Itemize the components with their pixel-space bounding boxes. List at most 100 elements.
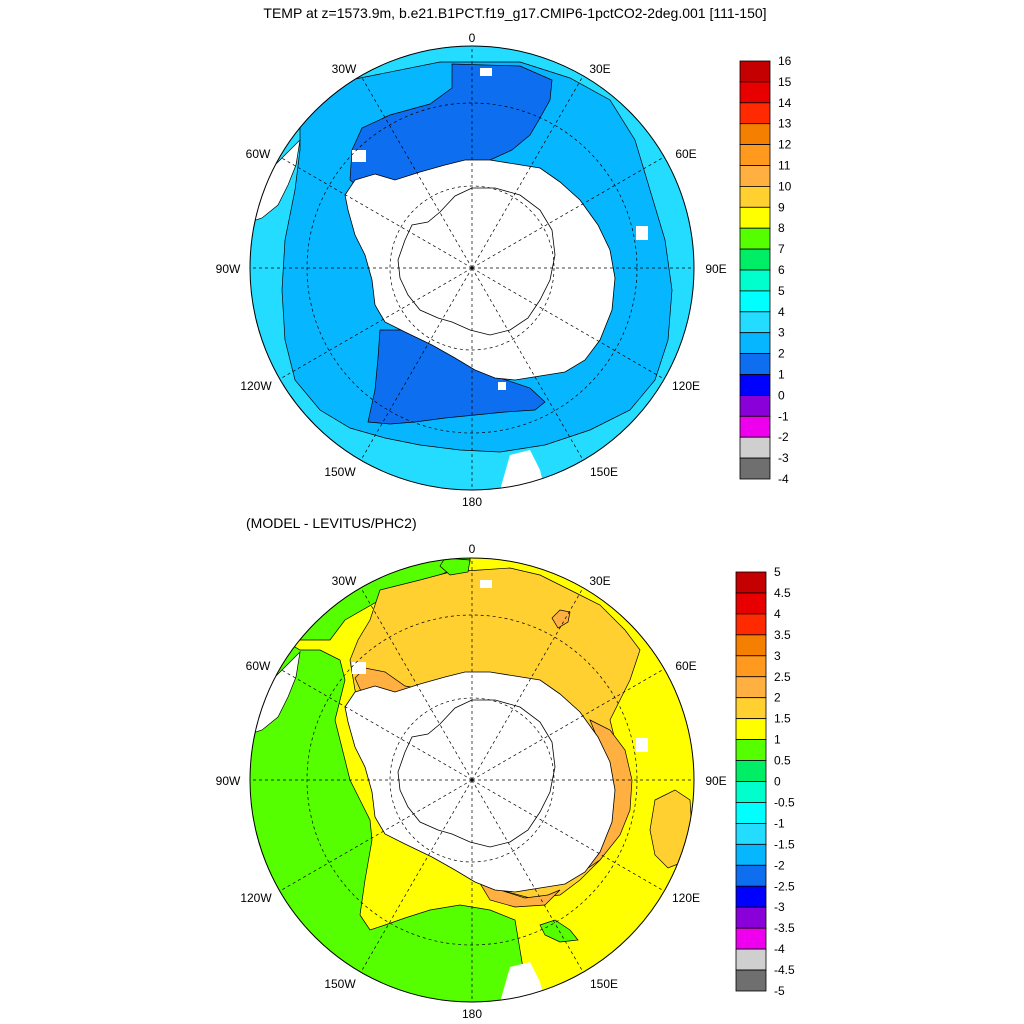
top-colorbar-swatch	[739, 227, 771, 250]
top-island-3	[636, 226, 648, 240]
bottom-coastline	[397, 699, 556, 848]
bottom-map: 0 30E 60E 90E 120E 150E 180 150W 120W 90…	[216, 542, 727, 1021]
bottom-colorbar-tick-label: -0.5	[774, 795, 795, 809]
top-colorbar-swatch	[739, 353, 771, 375]
top-lon-label-90e: 90E	[705, 262, 726, 276]
bottom-lon-label-60w: 60W	[246, 659, 271, 673]
bottom-lon-label-180: 180	[462, 1007, 482, 1021]
top-pacific-land	[500, 450, 545, 490]
top-colorbar-tick-label: 8	[778, 221, 785, 235]
top-map: 0 30E 60E 90E 120E 150E 180 150W 120W 90…	[216, 31, 727, 509]
top-colorbar-tick-label: 1	[778, 368, 785, 382]
top-colorbar-tick-label: -4	[778, 472, 789, 486]
top-lon-label-120e: 120E	[672, 379, 700, 393]
bottom-colorbar-tick-label: -4.5	[774, 963, 795, 977]
bottom-lon-label-120w: 120W	[240, 891, 272, 905]
bottom-colorbar-tick-label: -5	[774, 984, 785, 998]
bottom-island-3	[636, 738, 648, 752]
bottom-grid-line	[360, 779, 473, 973]
bottom-lon-label-0: 0	[469, 542, 476, 556]
bottom-colorbar: 5 4.5 4 3.5 3 2.5 2 1.5 1 0.5 0 -0.5 -1 -1.5 -2 -2.5 -3 -…	[735, 565, 795, 998]
top-colorbar-swatch	[739, 185, 771, 208]
bottom-colorbar-tick-label: 3.5	[774, 628, 791, 642]
bottom-colorbar-swatch	[735, 864, 767, 887]
bottom-colorbar-swatch	[735, 718, 767, 741]
top-grid-line	[471, 267, 584, 461]
bottom-lon-label-30e: 30E	[589, 574, 610, 588]
top-colorbar-tick-label: -2	[778, 430, 789, 444]
top-colorbar-tick-label: 5	[778, 284, 785, 298]
bottom-colorbar-tick-label: -2	[774, 858, 785, 872]
top-colorbar-tick-label: 13	[778, 117, 792, 131]
bottom-colorbar-swatch	[735, 571, 767, 594]
top-map-border	[249, 45, 695, 491]
top-colorbar-swatch	[739, 290, 771, 313]
top-colorbar-swatch	[739, 248, 771, 271]
top-lon-label-60e: 60E	[675, 147, 696, 161]
bottom-colorbar-swatch	[735, 760, 767, 782]
bottom-colorbar-tick-label: -3	[774, 900, 785, 914]
bottom-grid-line	[471, 587, 584, 781]
bottom-island-1	[480, 580, 492, 588]
top-colorbar-tick-label: 12	[778, 138, 792, 152]
bottom-colorbar-swatch	[735, 592, 767, 615]
bottom-colorbar-swatch	[735, 739, 767, 761]
top-latitude-circle	[389, 185, 555, 351]
top-colorbar-tick-label: 7	[778, 242, 785, 256]
top-lon-label-180: 180	[462, 495, 482, 509]
bottom-colorbar-swatch	[735, 948, 767, 971]
bottom-latitude-circle	[306, 614, 638, 946]
top-colorbar-swatch	[739, 123, 771, 145]
bottom-island-2	[352, 662, 366, 674]
bottom-colorbar-tick-label: 4	[774, 607, 781, 621]
top-grid-line	[279, 267, 473, 380]
bottom-orange-ross	[477, 879, 561, 908]
top-grid-line	[471, 156, 665, 269]
bottom-antarctica	[344, 671, 616, 893]
bottom-grid-line	[279, 668, 473, 781]
top-colorbar-tick-label: 11	[778, 159, 791, 173]
bottom-lon-label-120e: 120E	[672, 891, 700, 905]
top-colorbar-tick-label: -1	[778, 409, 789, 423]
bottom-colorbar-swatch	[735, 613, 767, 636]
top-island-4	[498, 382, 506, 390]
bottom-colorbar-swatch	[735, 843, 767, 866]
bottom-colorbar-swatch	[735, 634, 767, 657]
bottom-colorbar-tick-label: 4.5	[774, 586, 791, 600]
bottom-lon-label-60e: 60E	[675, 659, 696, 673]
bottom-pacific-land	[500, 962, 545, 1002]
top-colorbar-swatch	[739, 332, 771, 355]
top-lon-label-90w: 90W	[216, 262, 241, 276]
bottom-grid-line	[471, 668, 665, 781]
top-grid-line	[471, 267, 665, 380]
top-colorbar-tick-label: 4	[778, 305, 785, 319]
bottom-colorbar-swatch	[735, 927, 767, 950]
bottom-colorbar-tick-label: -2.5	[774, 879, 795, 893]
bottom-latitude-circle	[389, 697, 555, 863]
bottom-colorbar-tick-label: -4	[774, 942, 785, 956]
bottom-colorbar-swatch	[735, 823, 767, 845]
top-colorbar-tick-label: 15	[778, 75, 792, 89]
bottom-gold-east	[649, 789, 693, 869]
top-colorbar-swatch	[739, 269, 771, 292]
bottom-grid-line	[279, 779, 473, 892]
top-colorbar-tick-label: 6	[778, 263, 785, 277]
bottom-colorbar-swatch	[735, 969, 767, 992]
top-lon-label-60w: 60W	[246, 147, 271, 161]
bottom-map-border	[249, 557, 695, 1003]
bottom-grid-line	[360, 587, 473, 781]
bottom-colorbar-tick-label: 1	[774, 733, 781, 747]
bottom-lon-label-90w: 90W	[216, 774, 241, 788]
bottom-colorbar-swatch	[735, 802, 767, 824]
bottom-colorbar-tick-label: -3.5	[774, 921, 795, 935]
top-latitude-circle	[306, 102, 638, 434]
bottom-lon-label-30w: 30W	[332, 574, 357, 588]
top-lon-label-0: 0	[469, 31, 476, 45]
bottom-colorbar-tick-label: 0.5	[774, 754, 791, 768]
top-colorbar-tick-label: 3	[778, 326, 785, 340]
top-island-1	[480, 68, 492, 76]
top-colorbar-swatch	[739, 394, 771, 417]
top-coastline	[397, 187, 556, 336]
top-lon-label-150e: 150E	[590, 465, 618, 479]
